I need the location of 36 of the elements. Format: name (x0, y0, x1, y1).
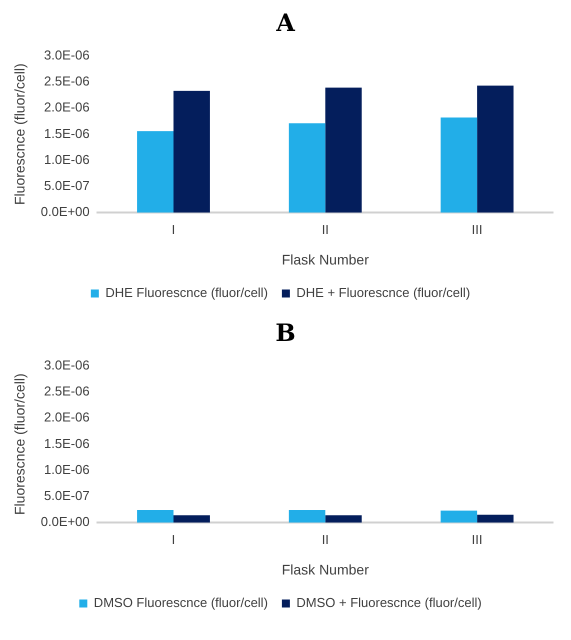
y-tick-label: 3.0E-06 (44, 357, 90, 372)
y-axis-title: Fluorescnce (fluor/cell) (11, 63, 28, 206)
y-tick-label: 2.0E-06 (44, 410, 90, 425)
y-tick-label: 3.0E-06 (44, 47, 90, 62)
y-tick-label: 1.0E-06 (44, 462, 90, 477)
y-tick-label: 5.0E-07 (44, 488, 90, 504)
x-tick-label: III (472, 532, 483, 547)
x-axis-title: Flask Number (282, 251, 370, 268)
bar (477, 86, 514, 213)
y-tick-label: 1.5E-06 (44, 126, 90, 141)
y-tick-label: 1.5E-06 (44, 436, 90, 451)
bar (137, 131, 174, 213)
chart-title: B (274, 318, 297, 349)
legend-label: DHE + Fluorescnce (fluor/cell) (296, 285, 470, 300)
y-tick-label: 0.0E+00 (40, 204, 90, 220)
bar (440, 117, 478, 213)
x-tick-label: III (472, 222, 483, 237)
y-tick-label: 2.0E-06 (44, 100, 90, 115)
x-tick-label: I (172, 532, 176, 547)
x-axis-title: Flask Number (282, 561, 370, 578)
x-tick-label: II (322, 222, 329, 237)
y-tick-label: 1.0E-06 (44, 152, 90, 167)
x-tick-label: II (322, 532, 329, 547)
chart-title: A (275, 8, 296, 39)
bar (288, 123, 326, 213)
y-tick-label: 2.5E-06 (44, 74, 90, 89)
y-axis-title: Fluorescnce (fluor/cell) (11, 373, 28, 516)
legend-label: DMSO Fluorescnce (fluor/cell) (94, 595, 268, 610)
bar (173, 90, 210, 213)
bar (325, 88, 362, 213)
legend-label: DMSO + Fluorescnce (fluor/cell) (296, 595, 482, 610)
y-tick-label: 2.5E-06 (44, 384, 90, 399)
y-tick-label: 5.0E-07 (44, 178, 90, 194)
y-tick-label: 0.0E+00 (40, 514, 90, 530)
legend-label: DHE Fluorescnce (fluor/cell) (105, 285, 268, 300)
x-tick-label: I (172, 222, 176, 237)
